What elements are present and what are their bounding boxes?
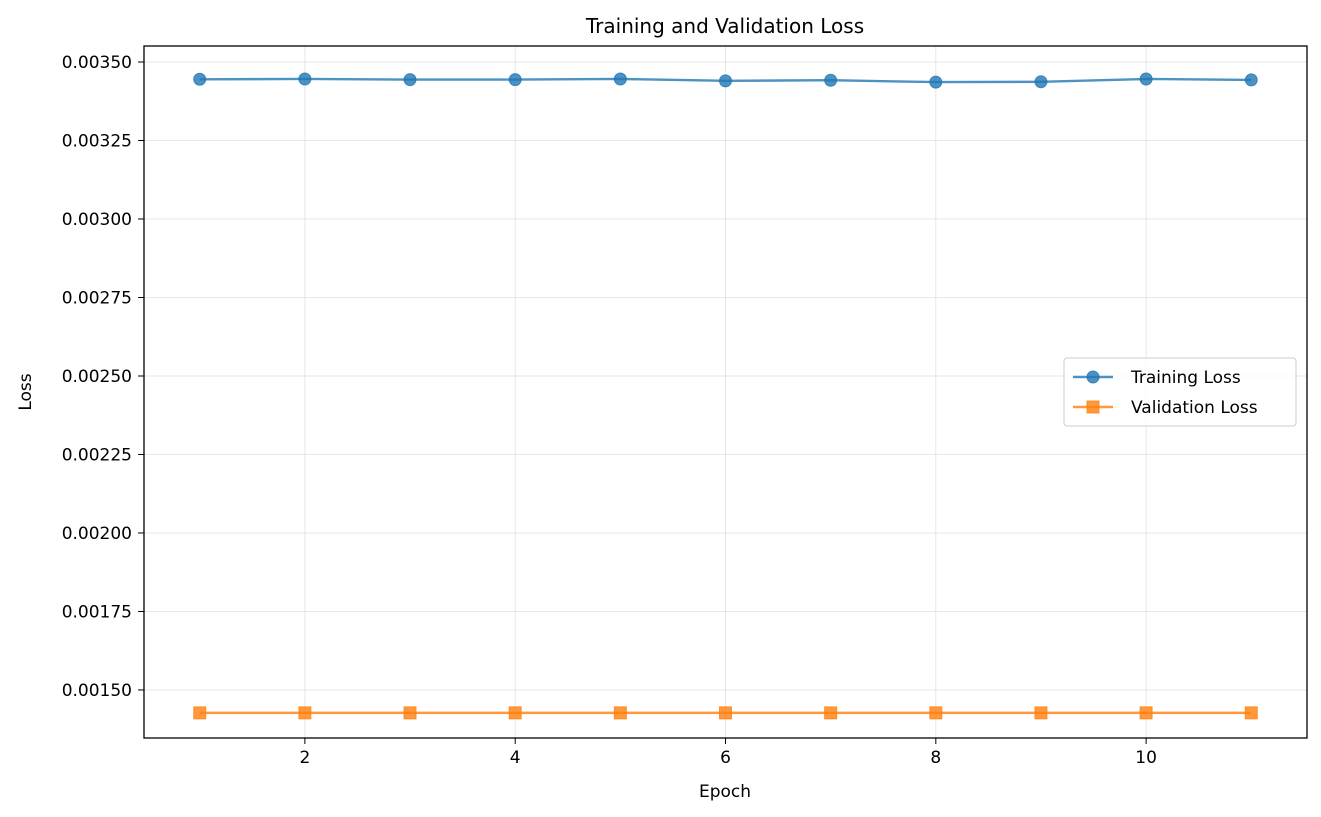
data-point-validation-loss	[719, 706, 732, 720]
y-tick-label: 0.00275	[62, 288, 132, 308]
data-point-training-loss	[298, 72, 312, 86]
x-axis-ticks: 2 4 6 8 10	[299, 738, 1157, 768]
data-point-validation-loss	[1034, 706, 1048, 720]
data-point-training-loss	[613, 72, 627, 86]
legend-label-validation-loss: Validation Loss	[1131, 398, 1258, 418]
y-tick-label: 0.00325	[62, 132, 132, 152]
x-tick-label: 6	[720, 748, 731, 768]
data-point-validation-loss	[929, 706, 943, 720]
data-point-training-loss	[929, 75, 943, 89]
y-tick-label: 0.00150	[62, 681, 132, 701]
x-tick-label: 2	[299, 748, 310, 768]
y-axis-ticks: 0.00150 0.00175 0.00200 0.00225 0.00250 0.002…	[62, 53, 144, 701]
data-point-training-loss	[1034, 75, 1048, 89]
data-point-training-loss	[1244, 73, 1258, 87]
legend-box	[1063, 357, 1297, 427]
data-point-training-loss	[193, 72, 207, 86]
chart-title: Training and Validation Loss	[585, 14, 864, 38]
data-point-validation-loss	[193, 706, 207, 720]
x-tick-label: 8	[930, 748, 941, 768]
data-point-training-loss	[508, 73, 522, 87]
data-point-validation-loss	[824, 706, 838, 720]
data-point-validation-loss	[298, 706, 312, 720]
y-tick-label: 0.00350	[62, 53, 132, 73]
data-point-training-loss	[1139, 72, 1153, 86]
x-tick-label: 10	[1135, 748, 1157, 768]
x-tick-label: 4	[510, 748, 521, 768]
legend-marker-training-loss	[1086, 370, 1100, 384]
data-point-training-loss	[719, 74, 732, 88]
x-axis-label: Epoch	[699, 782, 751, 802]
data-point-validation-loss	[1244, 706, 1258, 720]
legend: Training Loss Validation Loss	[1063, 357, 1297, 427]
data-point-validation-loss	[508, 706, 522, 720]
data-point-training-loss	[824, 73, 838, 87]
y-tick-label: 0.00250	[62, 367, 132, 387]
series-layer	[193, 72, 1258, 720]
y-axis-label: Loss	[16, 373, 36, 410]
legend-label-training-loss: Training Loss	[1130, 368, 1241, 388]
data-point-validation-loss	[403, 706, 417, 720]
y-tick-label: 0.00175	[62, 602, 132, 622]
legend-marker-validation-loss	[1086, 400, 1100, 414]
y-tick-label: 0.00300	[62, 210, 132, 230]
data-point-validation-loss	[613, 706, 627, 720]
data-point-training-loss	[403, 73, 417, 87]
data-point-validation-loss	[1139, 706, 1153, 720]
y-tick-label: 0.00225	[62, 445, 132, 465]
y-tick-label: 0.00200	[62, 524, 132, 544]
